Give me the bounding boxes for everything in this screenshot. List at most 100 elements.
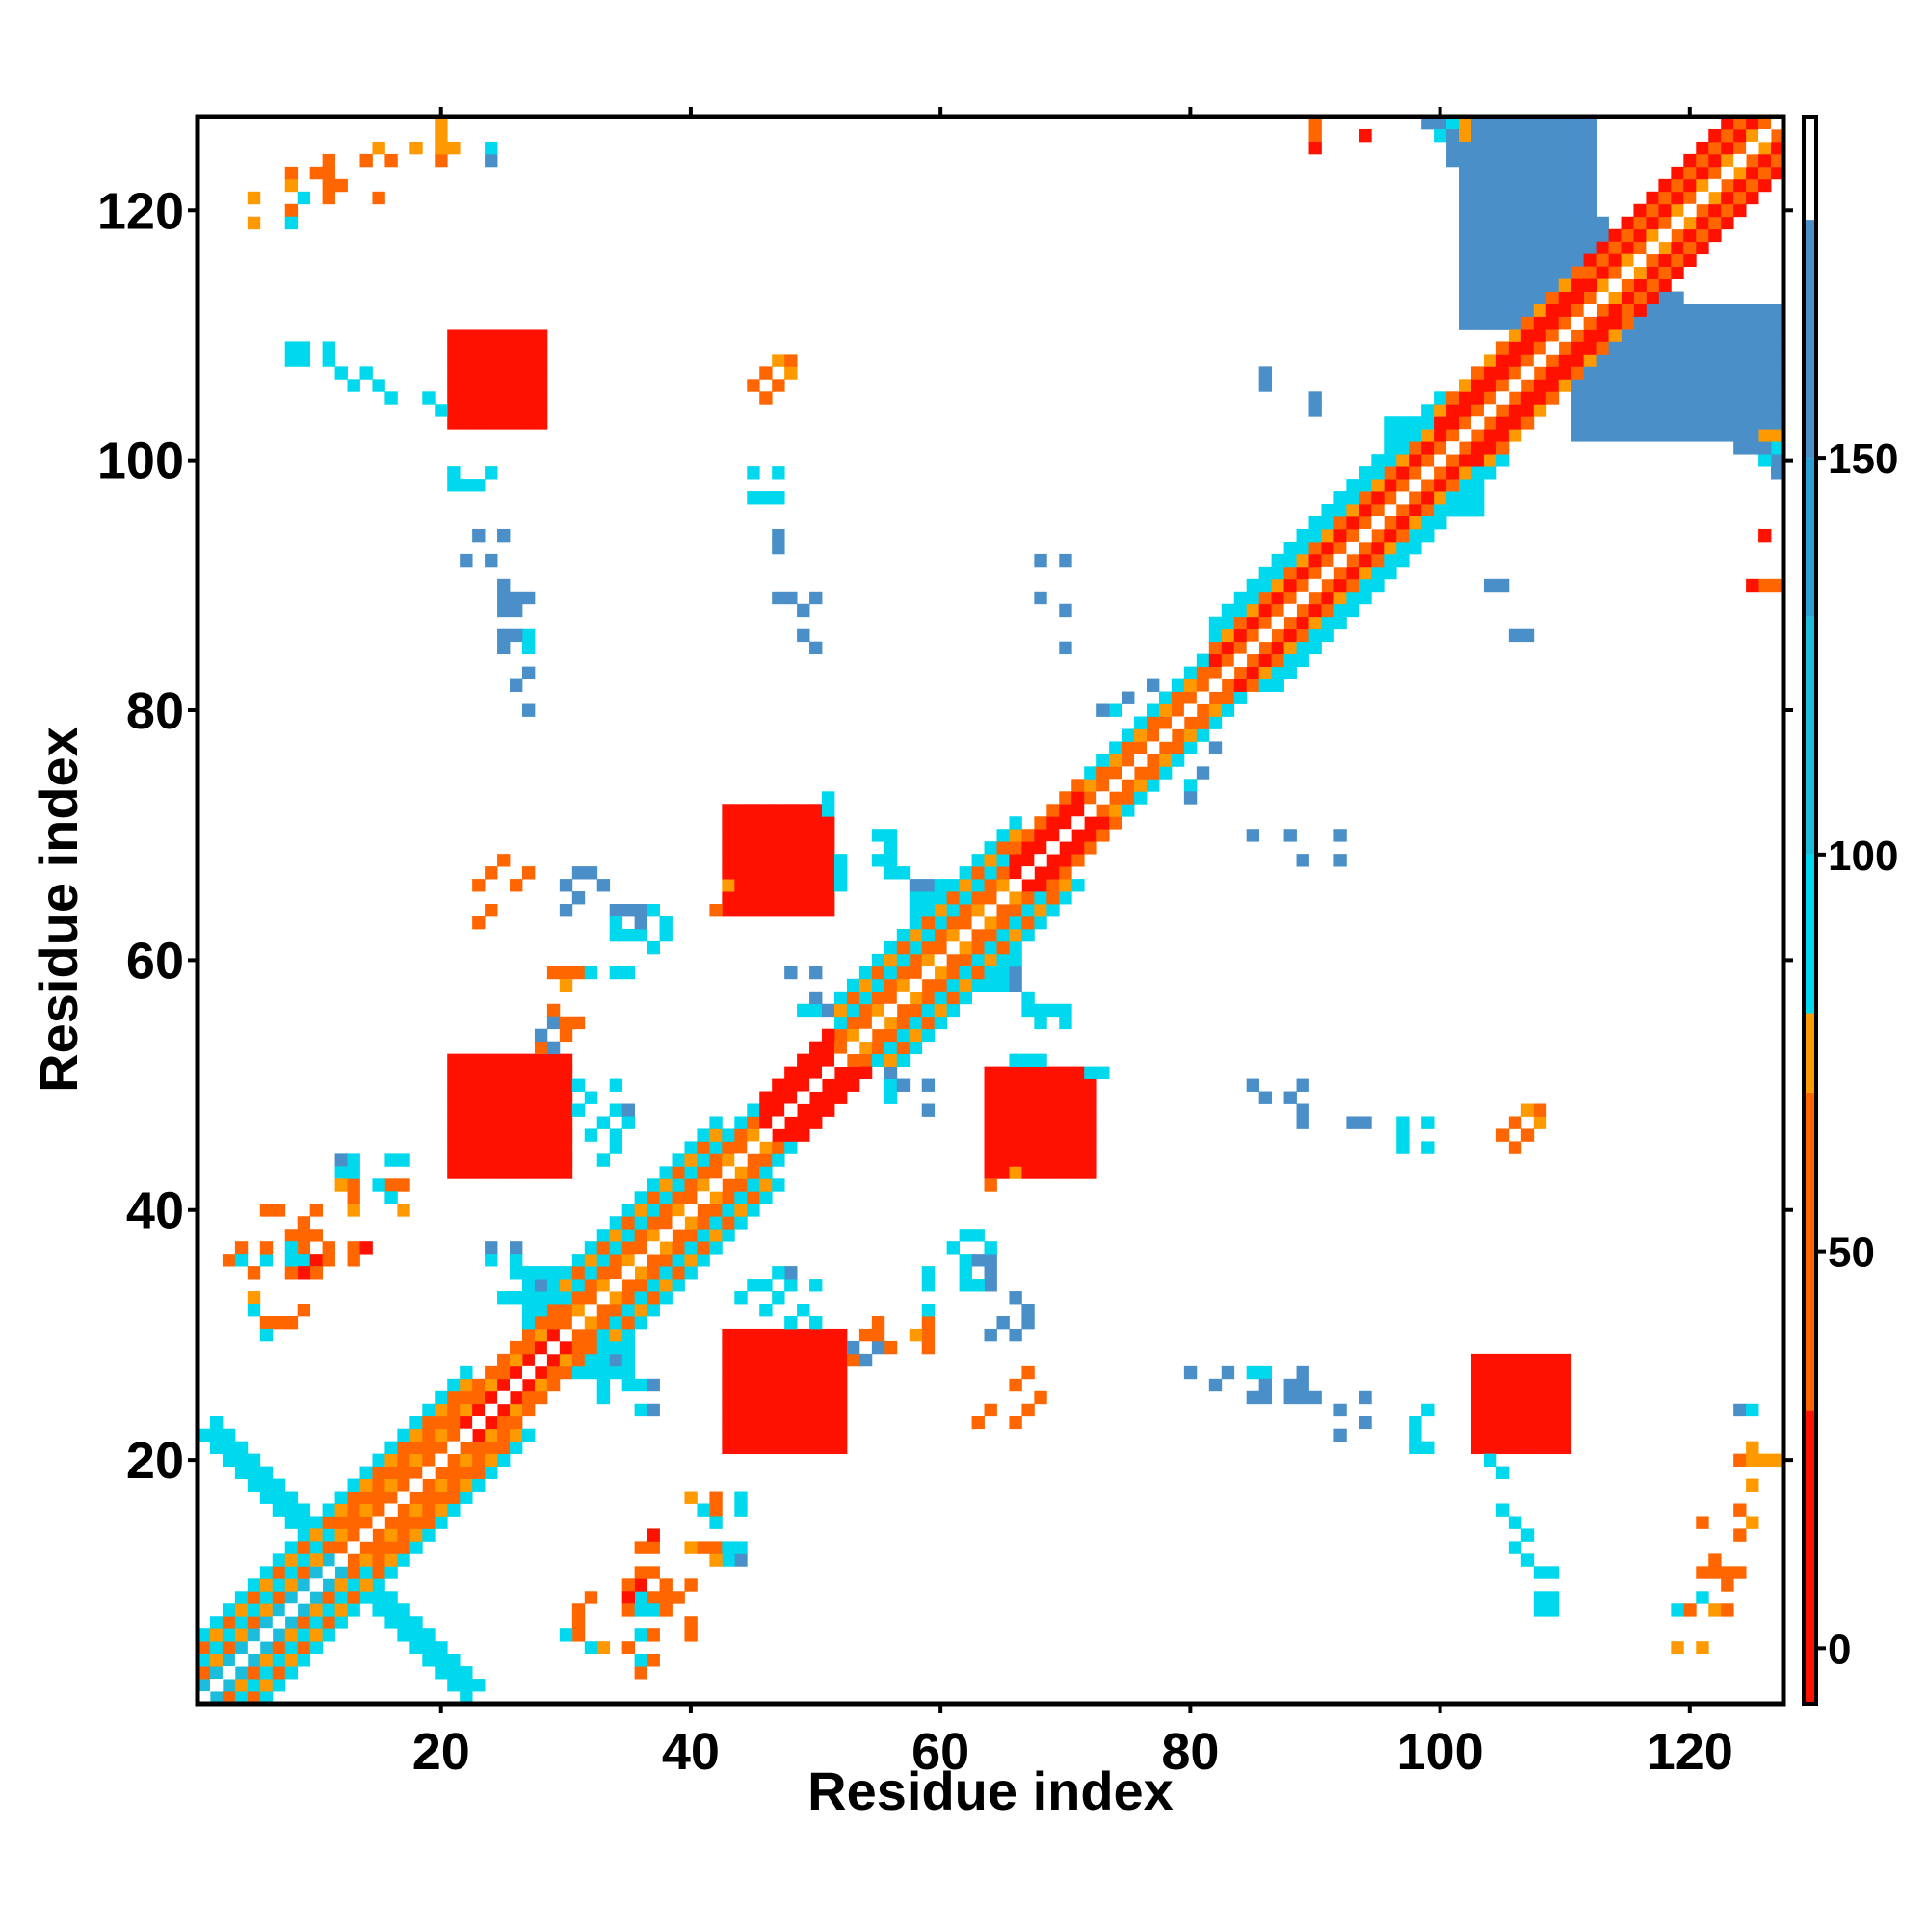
heatmap-cell: [1520, 241, 1535, 255]
heatmap-cell: [1583, 391, 1597, 405]
heatmap-cell: [1470, 466, 1485, 480]
heatmap-cell: [584, 1304, 598, 1317]
heatmap-cell: [1520, 1390, 1535, 1405]
heatmap-cell: [1333, 591, 1347, 605]
heatmap-cell: [1359, 578, 1372, 593]
heatmap-cell: [259, 1566, 274, 1579]
heatmap-cell: [1059, 1103, 1072, 1117]
heatmap-cell: [1733, 329, 1747, 342]
heatmap-cell: [359, 153, 373, 168]
heatmap-cell: [797, 891, 810, 905]
heatmap-cell: [1495, 1403, 1510, 1417]
heatmap-cell: [1459, 266, 1472, 279]
heatmap-cell: [959, 978, 972, 992]
heatmap-cell: [772, 466, 785, 480]
heatmap-cell: [784, 1315, 798, 1330]
heatmap-cell: [909, 1328, 923, 1342]
heatmap-cell: [1434, 117, 1447, 130]
heatmap-cell: [297, 1616, 311, 1629]
heatmap-cell: [1683, 391, 1697, 405]
heatmap-cell: [621, 1328, 636, 1342]
heatmap-cell: [347, 1153, 360, 1167]
heatmap-cell: [722, 1428, 735, 1442]
heatmap-cell: [510, 1365, 523, 1380]
heatmap-cell: [1296, 603, 1309, 618]
heatmap-cell: [1183, 728, 1198, 742]
heatmap-cell: [521, 1353, 536, 1367]
heatmap-cell: [546, 1340, 561, 1355]
heatmap-cell: [447, 354, 461, 367]
heatmap-cell: [272, 1654, 286, 1667]
heatmap-cell: [1158, 728, 1173, 742]
heatmap-cell: [1746, 1516, 1759, 1529]
heatmap-cell: [1384, 566, 1397, 580]
heatmap-cell: [1708, 128, 1722, 143]
heatmap-cell: [1520, 1441, 1535, 1455]
heatmap-cell: [621, 1340, 636, 1355]
heatmap-cell: [909, 928, 923, 942]
heatmap-cell: [1495, 128, 1510, 143]
heatmap-cell: [472, 341, 486, 355]
heatmap-cell: [971, 1416, 985, 1430]
heatmap-cell: [747, 1403, 760, 1417]
heatmap-cell: [460, 341, 473, 355]
heatmap-cell: [809, 1353, 823, 1367]
heatmap-cell: [284, 1591, 299, 1604]
heatmap-cell: [734, 841, 748, 855]
heatmap-cell: [1495, 117, 1510, 130]
heatmap-cell: [1233, 628, 1248, 643]
heatmap-cell: [1758, 391, 1772, 405]
heatmap-cell: [1459, 304, 1472, 317]
heatmap-cell: [1434, 454, 1447, 467]
heatmap-cell: [896, 928, 911, 942]
heatmap-cell: [858, 1028, 873, 1043]
heatmap-cell: [521, 666, 536, 679]
heatmap-cell: [1021, 928, 1035, 942]
heatmap-cell: [546, 1091, 561, 1104]
heatmap-cell: [1508, 404, 1522, 417]
heatmap-cell: [334, 1553, 348, 1567]
heatmap-cell: [510, 1441, 523, 1455]
heatmap-cell: [822, 1103, 835, 1117]
heatmap-cell: [234, 1628, 249, 1642]
heatmap-cell: [1708, 1603, 1722, 1617]
heatmap-cell: [1608, 266, 1622, 279]
heatmap-cell: [1683, 354, 1697, 367]
heatmap-cell: [1520, 1428, 1535, 1442]
heatmap-cell: [472, 329, 486, 342]
heatmap-cell: [472, 1091, 486, 1104]
heatmap-cell: [1596, 316, 1609, 330]
x-tick-label: 120: [1647, 1723, 1733, 1781]
heatmap-cell: [809, 1365, 823, 1380]
heatmap-cell: [284, 203, 299, 218]
heatmap-cell: [809, 1378, 823, 1392]
heatmap-cell: [1708, 354, 1722, 367]
heatmap-cell: [284, 1553, 299, 1567]
heatmap-cell: [1009, 1128, 1022, 1142]
heatmap-cell: [809, 854, 823, 867]
heatmap-cell: [359, 1516, 373, 1529]
heatmap-cell: [309, 1266, 324, 1280]
heatmap-cell: [759, 1378, 773, 1392]
heatmap-cell: [497, 1053, 511, 1068]
heatmap-cell: [1046, 841, 1060, 855]
heatmap-cell: [1059, 641, 1072, 655]
heatmap-cell: [734, 1153, 748, 1167]
heatmap-cell: [534, 1103, 548, 1117]
heatmap-cell: [659, 1578, 673, 1592]
heatmap-cell: [996, 879, 1010, 892]
heatmap-cell: [1671, 178, 1684, 193]
heatmap-cell: [1671, 216, 1684, 230]
heatmap-cell: [722, 1541, 735, 1554]
heatmap-cell: [1696, 203, 1709, 218]
heatmap-cell: [435, 1428, 448, 1442]
heatmap-cell: [384, 1478, 398, 1492]
heatmap-cell: [1771, 128, 1784, 143]
heatmap-cell: [1483, 278, 1497, 292]
heatmap-cell: [1483, 391, 1497, 405]
heatmap-cell: [697, 1141, 710, 1154]
heatmap-cell: [722, 879, 735, 892]
heatmap-cell: [1495, 278, 1510, 292]
heatmap-cell: [534, 1291, 548, 1305]
heatmap-cell: [1583, 291, 1597, 304]
